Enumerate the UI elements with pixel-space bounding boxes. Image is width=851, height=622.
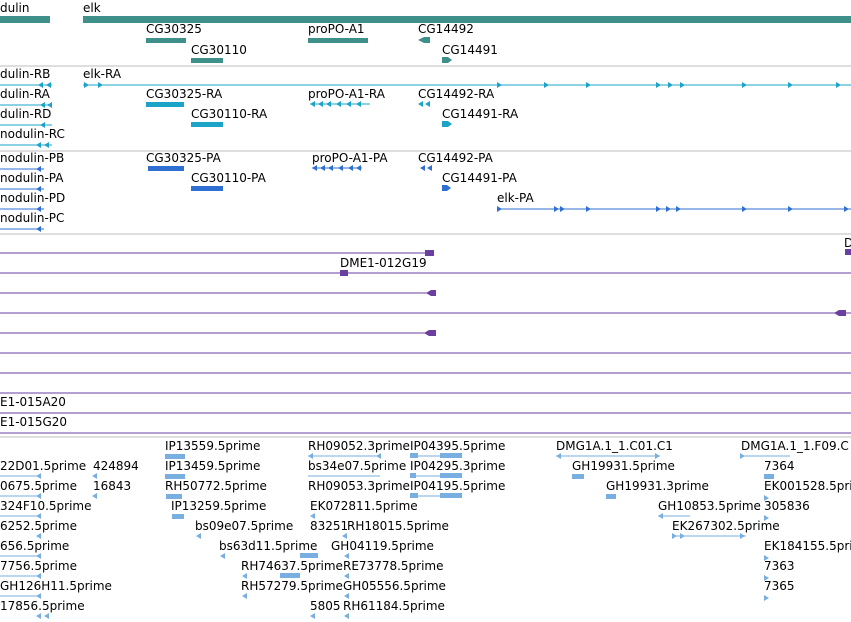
transcript-label: CG30325-RA	[146, 87, 223, 101]
est-label: RH09053.3prime	[308, 479, 410, 493]
protein-label: nodulin-PD	[0, 191, 66, 205]
est-track	[0, 453, 790, 619]
est-label: RH09052.3prime	[308, 439, 410, 453]
gene-cg14491-arrow[interactable]	[442, 57, 452, 63]
gene-cg30325-bar[interactable]	[146, 38, 186, 43]
protein-cg30325-pa-bar[interactable]	[148, 166, 184, 171]
protein-label: nodulin-PA	[0, 171, 64, 185]
est-label: bs34e07.5prime	[308, 459, 407, 473]
gene-label: CG14492	[418, 22, 474, 36]
gene-label: proPO-A1	[308, 22, 365, 36]
protein-label: CG30110-PA	[191, 171, 266, 185]
transcript-label: CG14492-RA	[418, 87, 495, 101]
est-label: 424894	[93, 459, 139, 473]
est-label: IP13559.5prime	[165, 439, 261, 453]
transcript-label: nodulin-RC	[0, 127, 65, 141]
gene-cg14492-arrow[interactable]	[418, 37, 430, 43]
transcript-label: proPO-A1-RA	[308, 87, 385, 101]
bac-label: E1-015G20	[0, 415, 68, 429]
gene-propo-a1-bar[interactable]	[308, 38, 368, 43]
est-label: GH126H11.5prime	[0, 579, 112, 593]
est-label: EK001528.5prime	[764, 479, 851, 493]
est-label: 7756.5prime	[0, 559, 77, 573]
est-label: DMG1A.1_1.F09.C	[741, 439, 849, 453]
est-label: 0675.5prime	[0, 479, 77, 493]
transcript-label: dulin-RA	[0, 87, 50, 101]
est-label: RH74637.5prime	[241, 559, 343, 573]
est-label: IP04395.5prime	[410, 439, 506, 453]
transcript-label: CG14491-RA	[442, 107, 519, 121]
transcript-cg30325-ra-bar[interactable]	[146, 102, 184, 107]
transcript-label: elk-RA	[83, 67, 122, 81]
protein-label: CG14491-PA	[442, 171, 517, 185]
protein-cg30110-pa-bar[interactable]	[191, 186, 223, 191]
gene-cg30110-bar[interactable]	[191, 58, 223, 63]
est-label: GH05556.5prime	[343, 579, 446, 593]
est-label: 6252.5prime	[0, 519, 77, 533]
transcript-cg30110-ra-bar[interactable]	[191, 122, 223, 127]
est-label: bs09e07.5prime	[195, 519, 294, 533]
gene-label: CG30110	[191, 43, 247, 57]
est-label: bs63d11.5prime	[219, 539, 318, 553]
est-label: 83251	[310, 519, 349, 533]
gene-label: dulin	[0, 1, 30, 15]
bac-track	[0, 249, 851, 434]
transcript-track	[0, 82, 851, 148]
est-label: RH50772.5prime	[165, 479, 267, 493]
protein-label: CG30325-PA	[146, 151, 221, 165]
est-label: 16843	[93, 479, 132, 493]
gene-track	[0, 16, 851, 63]
est-label: DMG1A.1_1.C01.C1	[556, 439, 673, 453]
protein-label: nodulin-PC	[0, 211, 65, 225]
est-label: RH57279.5prime	[241, 579, 343, 593]
est-label: 7365	[764, 579, 795, 593]
est-label: EK267302.5prime	[672, 519, 780, 533]
protein-propo-a1-pa-exons[interactable]	[312, 165, 361, 171]
gene-label: elk	[83, 1, 101, 15]
transcript-dulin-rb-exon[interactable]	[38, 82, 51, 88]
est-label: GH19931.3prime	[606, 479, 709, 493]
est-label: 656.5prime	[0, 539, 70, 553]
est-label: RE73778.5prime	[343, 559, 444, 573]
gene-label: CG14491	[442, 43, 498, 57]
est-label: IP13459.5prime	[165, 459, 261, 473]
est-label: 22D01.5prime	[0, 459, 87, 473]
est-label: RH61184.5prime	[343, 599, 445, 613]
est-label: EK184155.5prime	[764, 539, 851, 553]
est-label: GH19931.5prime	[572, 459, 675, 473]
gene-dulin-bar[interactable]	[0, 16, 50, 23]
protein-label: elk-PA	[497, 191, 534, 205]
est-label: IP13259.5prime	[171, 499, 267, 513]
est-label: 305836	[764, 499, 810, 513]
est-label: IP04195.5prime	[410, 479, 506, 493]
est-label: 324F10.5prime	[0, 499, 92, 513]
transcript-label: dulin-RD	[0, 107, 52, 121]
est-label: GH10853.5prime	[658, 499, 761, 513]
est-label: GH04119.5prime	[331, 539, 434, 553]
est-label: 7364	[764, 459, 795, 473]
transcript-label: dulin-RB	[0, 67, 51, 81]
est-label: RH18015.5prime	[347, 519, 449, 533]
est-label: 5805	[310, 599, 341, 613]
est-label: EK072811.5prime	[310, 499, 418, 513]
protein-track	[0, 165, 851, 232]
gene-label: CG30325	[146, 22, 202, 36]
bac-label: D	[844, 236, 851, 250]
est-label: IP04295.3prime	[410, 459, 506, 473]
transcript-propo-a1-ra-exons[interactable]	[310, 101, 361, 107]
gene-elk-bar[interactable]	[83, 16, 851, 23]
protein-label: proPO-A1-PA	[312, 151, 388, 165]
est-glyph[interactable]	[165, 454, 185, 459]
est-label: 17856.5prime	[0, 599, 85, 613]
bac-label: DME1-012G19	[340, 256, 427, 270]
bac-label: E1-015A20	[0, 395, 66, 409]
est-label: 7363	[764, 559, 795, 573]
protein-label: nodulin-PB	[0, 151, 65, 165]
transcript-label: CG30110-RA	[191, 107, 268, 121]
protein-label: CG14492-PA	[418, 151, 493, 165]
